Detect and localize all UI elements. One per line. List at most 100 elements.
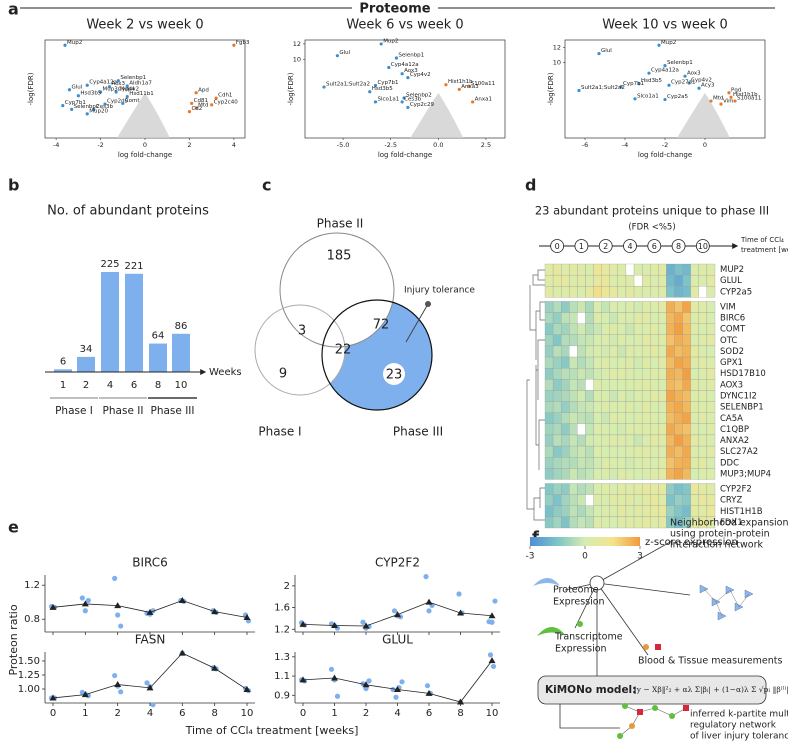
heatmap-cell <box>585 483 594 495</box>
heatmap-cell <box>698 274 708 287</box>
gene-point <box>637 82 641 86</box>
heatmap-cell <box>698 445 708 458</box>
heatmap-cell <box>690 494 699 506</box>
heatmap-cell <box>577 286 586 298</box>
heatmap-cell <box>561 483 570 495</box>
heatmap-cell <box>609 445 619 458</box>
heatmap-cell <box>601 445 610 458</box>
heatmap-cell <box>601 345 610 358</box>
heatmap-cell <box>569 516 578 529</box>
region-count: 185 <box>327 249 352 264</box>
gene-label: Mup20 <box>89 108 108 114</box>
gene-point <box>61 103 65 108</box>
heatmap-cell <box>641 445 651 458</box>
heatmap-cell <box>674 312 683 324</box>
heatmap-cell <box>609 263 619 276</box>
heatmap-cell <box>552 494 562 506</box>
heatmap-cell <box>682 412 691 424</box>
gene-label: Cyp2c40 <box>214 99 239 105</box>
heatmap-cell <box>593 312 602 324</box>
gene-point <box>633 97 637 101</box>
heatmap-cell <box>658 468 667 480</box>
venn-phase-i-fill <box>255 305 345 395</box>
x-tick-label: 10 <box>241 708 254 719</box>
heatmap-cell <box>682 263 691 276</box>
heatmap-cell <box>593 483 602 495</box>
heatmap-cell <box>674 323 683 335</box>
gene-point <box>190 101 194 105</box>
gene-point <box>114 90 118 94</box>
gene-label: Cdh1 <box>218 93 232 99</box>
gene-point <box>322 85 326 89</box>
heatmap-cell <box>625 323 635 335</box>
heatmap-cell <box>633 345 643 358</box>
heatmap-cell <box>569 457 578 469</box>
replicate-point <box>390 686 396 693</box>
gene-label: Cyp27a1 <box>671 80 695 86</box>
heatmap-cell <box>650 345 659 358</box>
chart-subtitle: (FDR <%5) <box>628 223 675 233</box>
heatmap-cell <box>577 494 586 506</box>
heatmap-cell <box>698 505 708 518</box>
bar-value-label: 64 <box>152 331 165 342</box>
heatmap-cell <box>682 286 691 298</box>
mean-marker <box>211 608 219 615</box>
heatmap-cell <box>682 468 691 480</box>
heatmap-cell <box>544 390 554 402</box>
heatmap-cell <box>690 368 699 380</box>
gene-label: Cyp4a12a <box>89 80 117 86</box>
heatmap-cell <box>585 412 594 424</box>
heatmap-cell <box>633 401 643 413</box>
heatmap-cell <box>617 423 627 436</box>
heatmap-cell <box>682 434 691 447</box>
gene-label: S100a11 <box>737 96 761 102</box>
gene-label: Cyp7b1 <box>623 81 644 87</box>
heatmap-cell <box>633 457 643 469</box>
gene-label: Mup2 <box>67 40 82 46</box>
gene-point <box>379 42 383 46</box>
bar <box>125 273 143 372</box>
heatmap-cell <box>625 457 635 469</box>
replicate-point <box>489 619 495 625</box>
row-label: CA5A <box>720 414 743 424</box>
timepoint-badge <box>695 239 710 253</box>
heatmap-cell <box>625 379 635 391</box>
gene-label: Fgb3 <box>236 40 250 46</box>
heatmap-cell <box>593 401 602 413</box>
heatmap-cell <box>682 345 691 358</box>
heatmap-cell <box>690 334 699 347</box>
annotation: Injury tolerance <box>404 286 475 296</box>
diagram-text: Neighborhood expansion <box>670 518 788 529</box>
gene-point <box>402 96 406 100</box>
heatmap-cell <box>698 483 708 495</box>
heatmap-cell <box>601 368 610 380</box>
heatmap-cell <box>633 445 643 458</box>
y-tick-label: 10 <box>553 59 561 67</box>
heatmap-cell <box>650 516 659 529</box>
heatmap-cell <box>561 412 570 424</box>
heatmap-cell <box>593 494 602 506</box>
model-formula: ‖y − Xβ‖²₂ + αλ Σ|βᵢ| + (1−α)λ Σ √pₗ ‖β⁽… <box>633 685 788 694</box>
heatmap-cell <box>666 323 675 335</box>
heatmap-cell <box>682 445 691 458</box>
heatmap-cell <box>552 263 562 276</box>
gene-point <box>619 85 623 89</box>
heatmap-cell <box>682 334 691 347</box>
heatmap-cell <box>609 516 619 529</box>
heatmap-cell <box>552 356 562 369</box>
heatmap-cell <box>601 468 610 480</box>
x-tick-label: 0 <box>50 708 56 719</box>
heatmap-cell <box>601 401 610 413</box>
heatmap-cell <box>617 312 627 324</box>
heatmap-cell <box>698 379 708 391</box>
heatmap-cell <box>625 334 635 347</box>
heatmap-cell <box>609 379 619 391</box>
heatmap-cell <box>601 434 610 447</box>
chart-title: No. of abundant proteins <box>47 204 209 219</box>
gene-label: Cd2 <box>191 106 202 112</box>
row-label: AOX3 <box>720 380 743 390</box>
annotation-line <box>405 303 429 343</box>
heatmap-cell <box>698 457 708 469</box>
empty-cell <box>585 379 594 391</box>
